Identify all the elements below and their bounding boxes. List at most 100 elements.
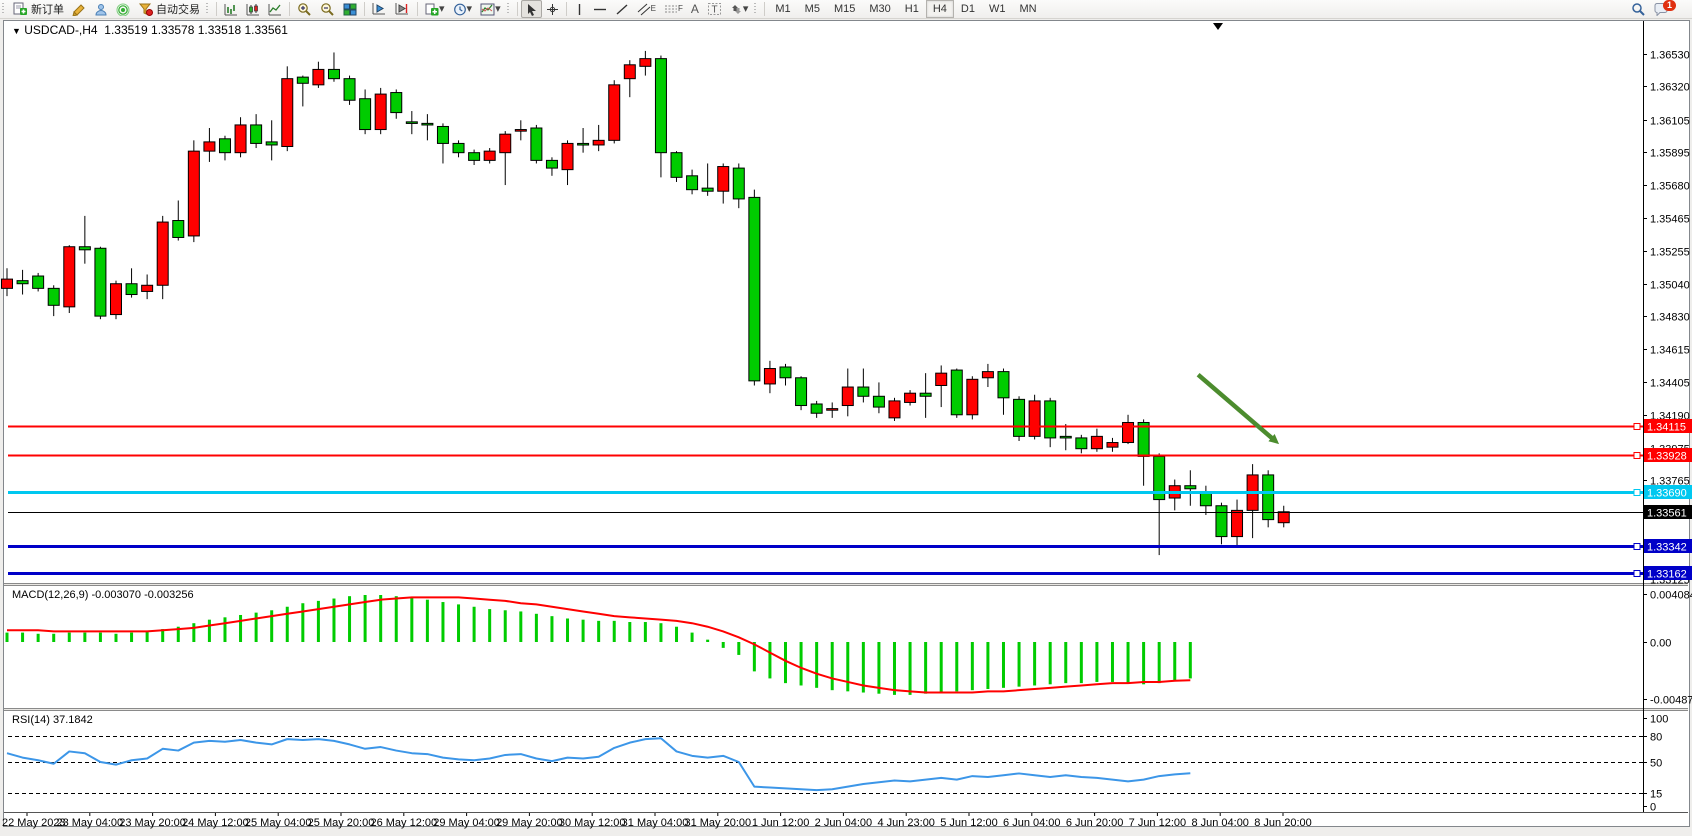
candle-body [701, 187, 714, 192]
hline-anchor[interactable] [1633, 543, 1641, 550]
candle-body [421, 122, 434, 126]
autotrading-button[interactable]: 自动交易 [134, 0, 204, 18]
bar-chart-button[interactable] [220, 0, 242, 18]
macd-histogram-bar [908, 642, 912, 695]
channel-icon [637, 3, 650, 15]
macd-panel[interactable]: 0.004084 0.00 -0.004872 [5, 590, 1692, 707]
templates-dropdown[interactable]: ▾ [476, 0, 505, 18]
timeframe-m15-button[interactable]: M15 [833, 3, 856, 15]
panel-separator[interactable] [4, 583, 1688, 586]
search-button[interactable] [1627, 0, 1650, 18]
macd-histogram-bar [1064, 642, 1068, 684]
time-tick-label: 23 May 20:00 [119, 817, 186, 829]
macd-histogram-bar [955, 642, 959, 692]
svg-text:T: T [711, 5, 717, 16]
vertical-line-tool-button[interactable] [570, 0, 589, 18]
candle-body [1, 278, 13, 289]
chart-title-caret-icon[interactable]: ▼ [12, 26, 21, 36]
horizontal-line-tool-button[interactable] [589, 0, 611, 18]
panel-separator[interactable] [4, 708, 1688, 711]
candle-body [436, 125, 449, 144]
timeframe-h1-button[interactable]: H1 [904, 3, 919, 15]
timeframe-w1-button[interactable]: W1 [988, 3, 1006, 15]
equidistant-channel-tool-button[interactable]: E [633, 0, 660, 18]
toolbar-separator [364, 2, 365, 16]
macd-histogram-bar [316, 600, 320, 642]
candle-body [499, 133, 512, 154]
autoscroll-button[interactable] [368, 0, 391, 18]
new-order-button[interactable]: 新订单 [9, 0, 68, 18]
signals-button[interactable] [112, 0, 134, 18]
macd-histogram-bar [1110, 642, 1114, 682]
chart-shift-button[interactable] [391, 0, 414, 18]
macd-signal-line [7, 596, 1191, 694]
cursor-tool-button[interactable] [520, 0, 542, 18]
text-label-tool-button[interactable]: T [703, 0, 726, 18]
timeframe-d1-button[interactable]: D1 [960, 3, 975, 15]
macd-histogram-bar [1142, 642, 1146, 685]
line-chart-button[interactable] [264, 0, 286, 18]
candle-body [935, 372, 948, 386]
trendline-tool-button[interactable] [611, 0, 633, 18]
text-tool-icon: A [690, 2, 699, 16]
toolbar-separator [417, 2, 418, 16]
macd-histogram-bar [425, 599, 429, 642]
arrows-tool-dropdown[interactable]: ▾ [726, 0, 753, 18]
crosshair-tool-button[interactable] [542, 0, 563, 18]
tile-windows-button[interactable] [339, 0, 361, 18]
toolbar-drag-handle[interactable] [754, 3, 760, 15]
zoom-in-button[interactable] [293, 0, 316, 18]
profile-button[interactable] [90, 0, 112, 18]
timeframe-m30-button[interactable]: M30 [869, 3, 891, 15]
toolbar-drag-handle[interactable] [206, 3, 211, 15]
periods-dropdown[interactable]: ▾ [449, 0, 477, 18]
price-badge-label: 1.33690 [1647, 488, 1687, 500]
hline-anchor[interactable] [1633, 452, 1641, 459]
toolbar-drag-handle[interactable] [506, 3, 512, 15]
indicators-dropdown[interactable]: ▾ [421, 0, 449, 18]
dropdown-caret-icon: ▾ [742, 3, 749, 15]
autotrading-label: 自动交易 [156, 4, 200, 16]
styler-button[interactable] [68, 0, 90, 18]
candle-body [281, 78, 294, 148]
trend-arrow-shaft [1196, 372, 1275, 441]
price-tick-label: 1.36105 [1650, 116, 1690, 128]
toolbar-drag-handle[interactable] [2, 3, 7, 15]
price-axis[interactable]: 1.36530 1.36320 1.36105 1.35895 1.35680 1.354… [1643, 50, 1692, 587]
hline-anchor[interactable] [1633, 570, 1641, 577]
macd-histogram-bar [161, 629, 165, 642]
text-tool-button[interactable]: A [687, 0, 703, 18]
time-tick-label: 25 May 20:00 [308, 817, 375, 829]
macd-histogram-bar [1173, 642, 1177, 681]
chart-shift-marker[interactable] [1213, 23, 1223, 30]
fibonacci-tool-button[interactable]: F [660, 0, 687, 18]
timeframe-h4-button[interactable]: H4 [925, 0, 954, 18]
timeframe-m1-button[interactable]: M1 [775, 3, 791, 15]
time-tick-label: 7 Jun 12:00 [1129, 817, 1187, 829]
toolbar-separator [516, 2, 518, 16]
candle-body [94, 247, 107, 317]
timeframe-mn-button[interactable]: MN [1019, 3, 1037, 15]
rsi-panel[interactable]: 100 80 50 150 [6, 714, 1668, 814]
candlestick-chart-button[interactable] [242, 0, 264, 18]
toolbar-separator [289, 2, 290, 16]
candle-body [16, 280, 29, 285]
quote-close: 1.33561 [244, 23, 288, 37]
hline-anchor[interactable] [1633, 423, 1641, 430]
timeframe-m5-button[interactable]: M5 [804, 3, 820, 15]
zoom-out-button[interactable] [316, 0, 339, 18]
candle-body [608, 84, 621, 141]
candle-body [826, 408, 839, 411]
trend-arrow-annotation[interactable] [1196, 372, 1280, 445]
macd-histogram-bar [83, 632, 87, 642]
macd-histogram-bar [939, 642, 943, 693]
template-icon [480, 3, 495, 15]
candle-body [545, 159, 558, 169]
price-tick-label: 1.36320 [1650, 82, 1690, 94]
hline-anchor[interactable] [1633, 489, 1641, 496]
macd-histogram-bar [550, 616, 554, 642]
notifications-button[interactable]: 1 [1650, 0, 1686, 18]
